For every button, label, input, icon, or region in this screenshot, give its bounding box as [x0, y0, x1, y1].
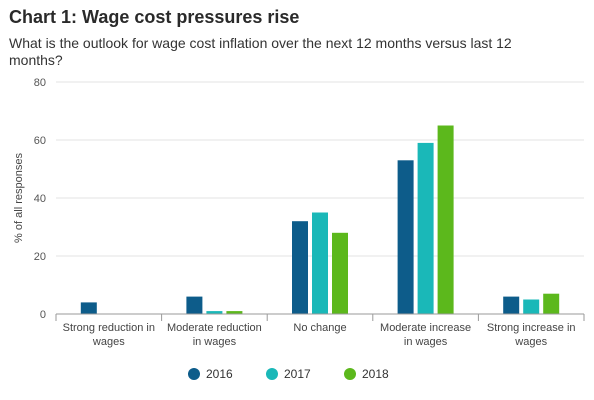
x-category-label-line: wages — [514, 336, 547, 348]
bar-2017 — [312, 212, 328, 314]
legend-marker-2017 — [266, 368, 278, 380]
legend: 2016 2017 2018 — [188, 367, 389, 381]
y-tick-label: 40 — [34, 193, 46, 205]
bars — [80, 125, 560, 314]
x-axis — [55, 313, 585, 321]
x-category-label-line: Moderate increase — [380, 322, 471, 334]
y-tick-label: 80 — [34, 77, 46, 89]
y-tick-label: 0 — [40, 309, 46, 321]
x-category-label: No change — [293, 322, 346, 334]
bar-2017 — [417, 142, 434, 314]
chart-subtitle: What is the outlook for wage cost inflat… — [9, 35, 512, 68]
bar-2018 — [437, 125, 454, 314]
x-category-label-line: Strong increase in — [487, 322, 576, 334]
x-category-label: Strong increase in wages — [487, 322, 576, 348]
y-axis-ticks: 0 20 40 60 80 — [34, 77, 46, 321]
x-category-label-line: No change — [293, 322, 346, 334]
x-category-label-line: wages — [92, 336, 125, 348]
legend-label-2017: 2017 — [284, 367, 311, 381]
bar-2016 — [503, 296, 520, 314]
x-category-label-line: in wages — [193, 336, 237, 348]
bar-2016 — [397, 160, 414, 314]
x-category-label: Moderate increase in wages — [380, 322, 471, 348]
bar-2018 — [543, 293, 560, 314]
bar-2016 — [80, 302, 97, 314]
bar-2016 — [292, 221, 308, 314]
x-category-label: Moderate reduction in wages — [167, 322, 262, 348]
x-axis-categories: Strong reduction in wages Moderate reducti… — [63, 322, 576, 348]
legend-label-2016: 2016 — [206, 367, 233, 381]
bar-2018 — [332, 232, 348, 314]
y-tick-label: 60 — [34, 135, 46, 147]
chart-title: Chart 1: Wage cost pressures rise — [9, 7, 300, 27]
bar-2018 — [226, 311, 243, 314]
y-axis-label: % of all responses — [13, 153, 25, 243]
legend-marker-2018 — [344, 368, 356, 380]
x-category-label-line: Moderate reduction — [167, 322, 262, 334]
x-category-label-line: in wages — [404, 336, 448, 348]
legend-label-2018: 2018 — [362, 367, 389, 381]
x-category-label-line: Strong reduction in — [63, 322, 155, 334]
x-category-label: Strong reduction in wages — [63, 322, 155, 348]
bar-2016 — [186, 296, 203, 314]
legend-marker-2016 — [188, 368, 200, 380]
bar-2017 — [523, 299, 540, 314]
y-tick-label: 20 — [34, 251, 46, 263]
bar-2017 — [206, 311, 223, 314]
